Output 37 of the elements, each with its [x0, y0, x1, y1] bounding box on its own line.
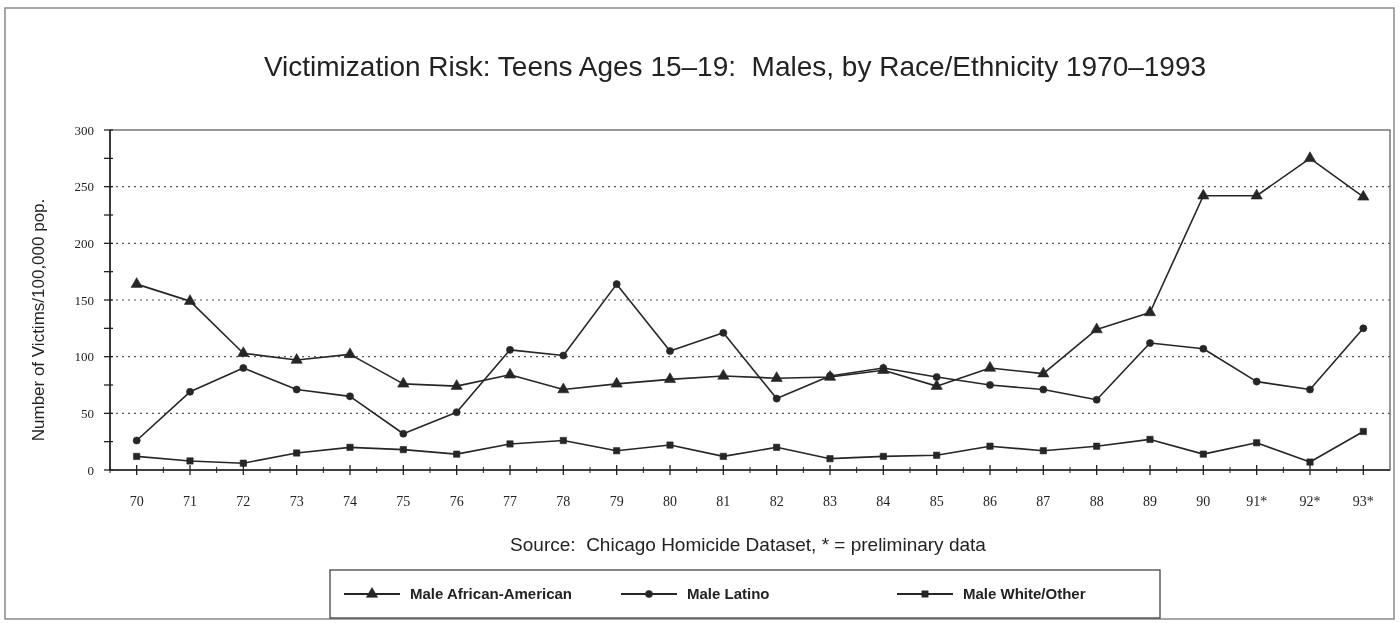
y-tick-label: 250	[74, 179, 94, 195]
x-tick-label: 78	[556, 494, 571, 509]
y-tick-label: 50	[81, 405, 94, 421]
x-tick-label: 75	[396, 494, 411, 509]
x-tick-label: 73	[289, 494, 304, 509]
source-note: Source: Chicago Homicide Dataset, * = preliminary data	[510, 534, 987, 555]
x-tick-label: 91*	[1246, 494, 1268, 509]
x-tick-label: 70	[129, 494, 144, 509]
y-tick-label: 150	[74, 292, 94, 308]
y-axis-title: Number of Victims/100,000 pop.	[29, 198, 48, 442]
x-tick-label: 84	[876, 494, 891, 509]
x-tick-label: 88	[1089, 494, 1104, 509]
x-tick-label: 82	[769, 494, 784, 509]
x-tick-label: 74	[343, 494, 357, 509]
x-tick-label: 89	[1143, 494, 1157, 509]
y-tick-label: 0	[87, 462, 94, 478]
legend-label: Male White/Other	[963, 585, 1086, 603]
y-tick-label: 100	[74, 349, 94, 365]
y-tick-label: 300	[74, 122, 94, 138]
x-tick-label: 86	[983, 494, 997, 509]
x-tick-label: 79	[609, 494, 624, 509]
x-tick-label: 76	[449, 494, 464, 509]
x-tick-label: 77	[503, 494, 517, 509]
x-tick-label: 81	[716, 494, 731, 509]
x-tick-label: 92*	[1299, 494, 1321, 509]
x-tick-label: 83	[823, 494, 837, 509]
x-tick-label: 80	[663, 494, 677, 509]
x-tick-label: 71	[183, 494, 197, 509]
x-tick-label: 87	[1036, 494, 1051, 509]
x-tick-label: 72	[236, 494, 251, 509]
legend-label: Male African-American	[410, 585, 572, 603]
chart-title: Victimization Risk: Teens Ages 15–19: Males, by Race/Ethnicity 1970–1993	[263, 51, 1207, 82]
y-tick-label: 200	[74, 235, 94, 251]
x-tick-label: 93*	[1352, 494, 1374, 509]
x-tick-label: 90	[1196, 494, 1211, 509]
x-tick-label: 85	[929, 494, 944, 509]
legend-label: Male Latino	[687, 585, 770, 603]
